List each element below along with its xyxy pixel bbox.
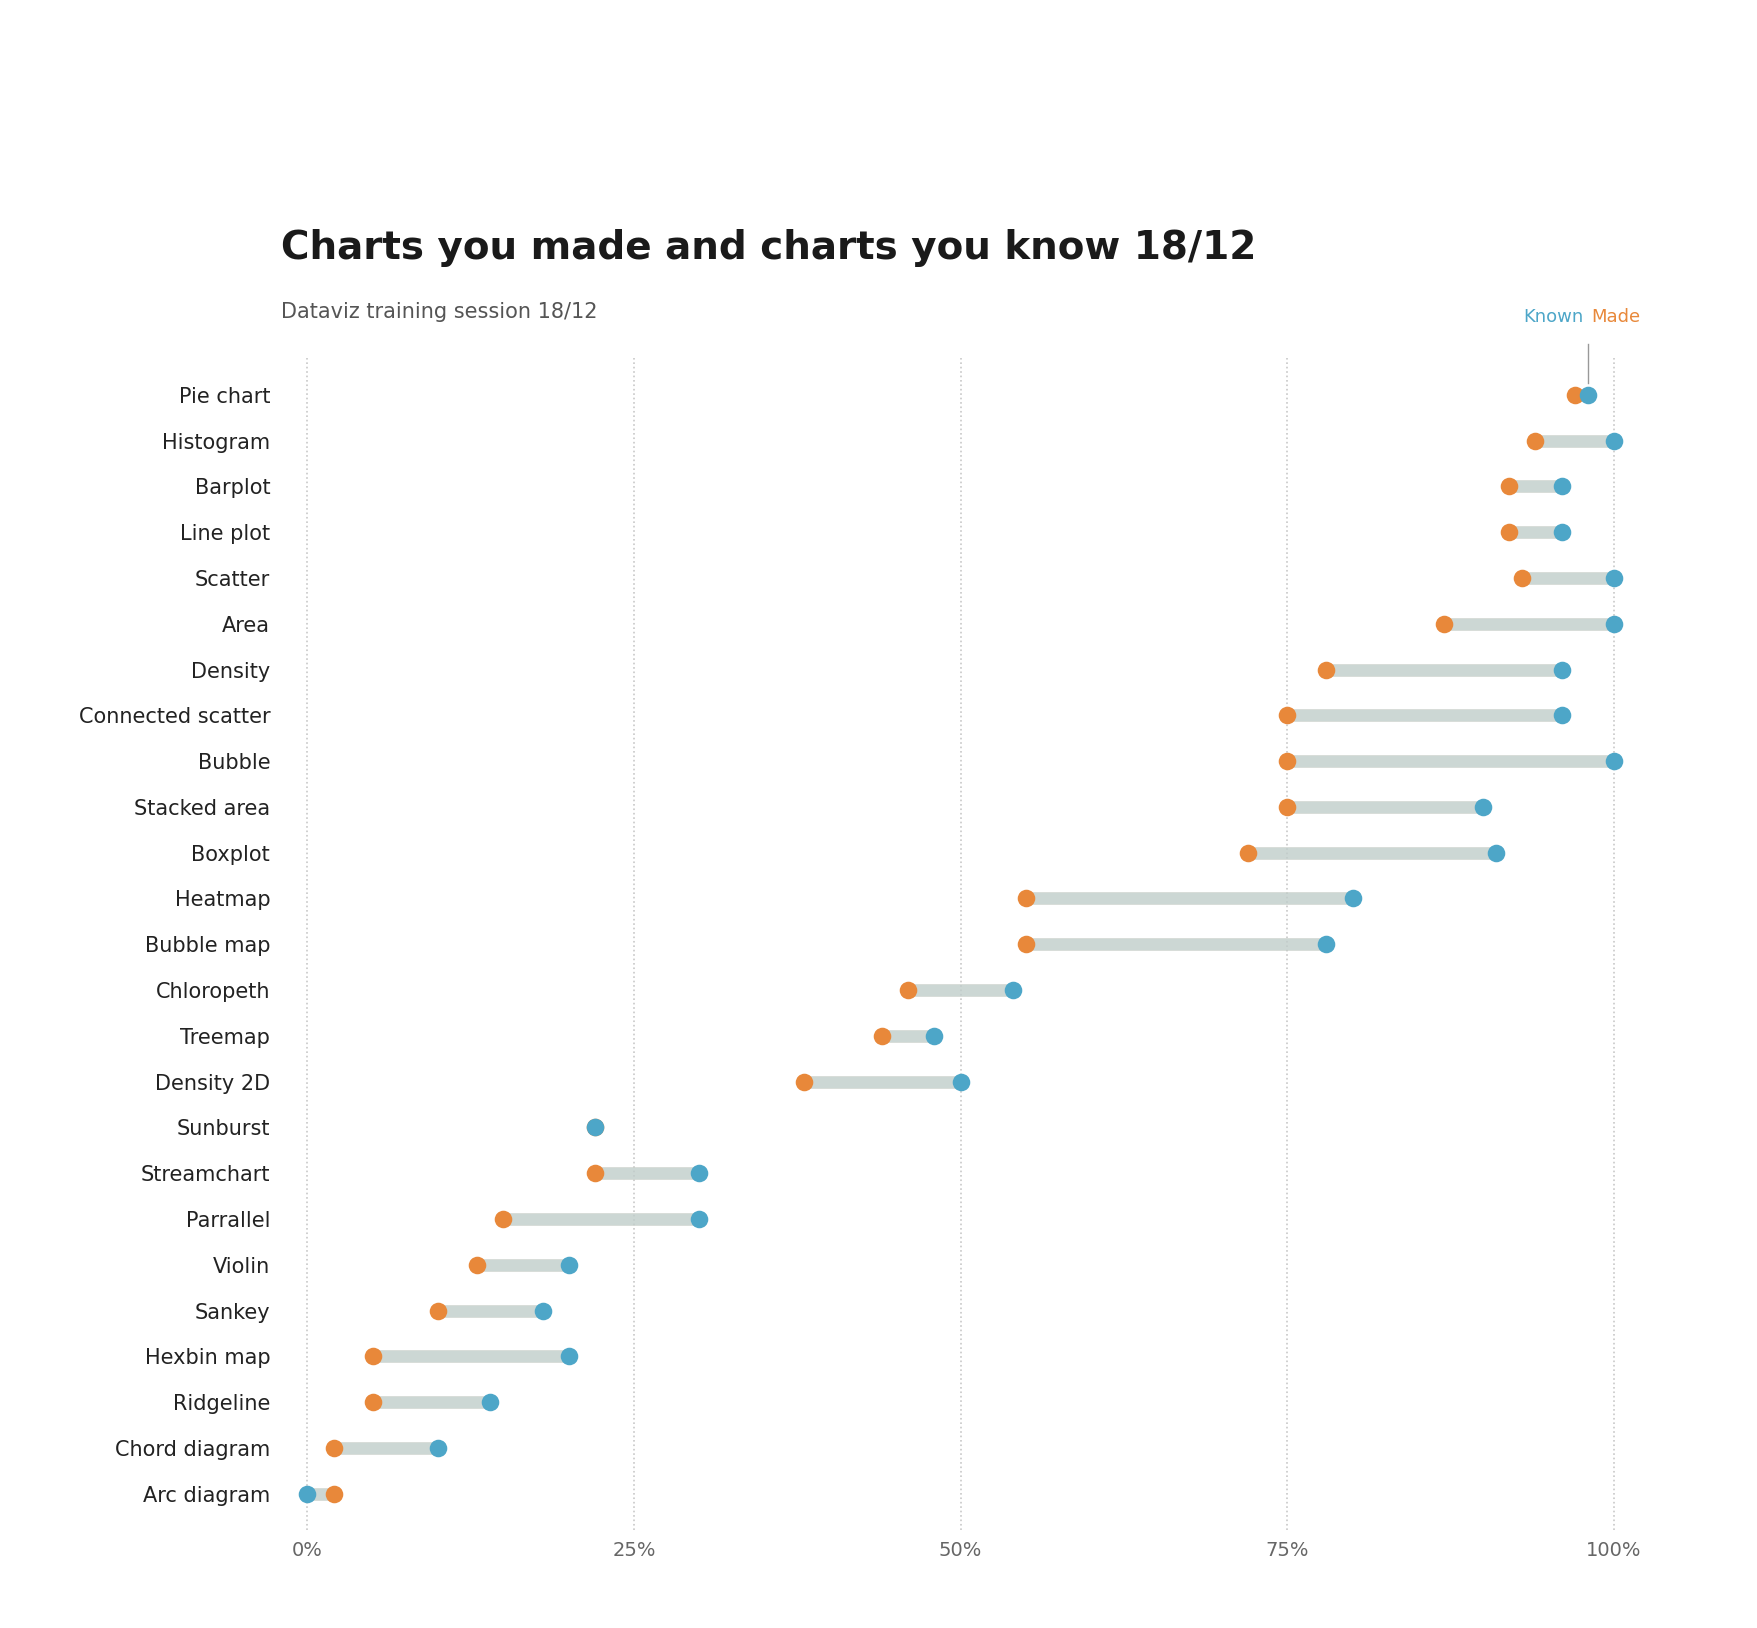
Point [1012, 886, 1040, 912]
Point [358, 1389, 387, 1415]
Point [580, 1114, 608, 1140]
Point [1599, 428, 1627, 454]
Text: Known: Known [1523, 308, 1583, 326]
Point [462, 1252, 490, 1278]
Text: Made: Made [1590, 308, 1639, 326]
Point [320, 1481, 348, 1508]
Point [894, 977, 922, 1003]
Point [921, 1022, 949, 1048]
Point [1272, 794, 1300, 821]
Point [1599, 610, 1627, 637]
Point [1546, 474, 1574, 500]
Point [423, 1434, 452, 1460]
Point [1546, 656, 1574, 682]
Point [1520, 428, 1548, 454]
Point [358, 1343, 387, 1369]
Point [476, 1389, 504, 1415]
Text: Dataviz training session 18/12: Dataviz training session 18/12 [281, 301, 597, 321]
Point [945, 1068, 973, 1094]
Point [1481, 840, 1509, 866]
Point [1272, 702, 1300, 728]
Point [1272, 747, 1300, 773]
Point [529, 1298, 557, 1324]
Point [1311, 656, 1339, 682]
Point [1311, 931, 1339, 957]
Text: Charts you made and charts you know 18/12: Charts you made and charts you know 18/1… [281, 228, 1256, 267]
Point [553, 1343, 582, 1369]
Point [1546, 519, 1574, 545]
Point [1508, 565, 1536, 591]
Point [1495, 474, 1523, 500]
Point [685, 1161, 713, 1187]
Point [1337, 886, 1365, 912]
Point [580, 1161, 608, 1187]
Point [868, 1022, 896, 1048]
Point [1428, 610, 1457, 637]
Point [1560, 381, 1588, 407]
Point [488, 1206, 517, 1232]
Point [998, 977, 1026, 1003]
Point [1012, 931, 1040, 957]
Point [1599, 747, 1627, 773]
Point [1233, 840, 1262, 866]
Point [1573, 381, 1601, 407]
Point [423, 1298, 452, 1324]
Point [1546, 702, 1574, 728]
Point [685, 1206, 713, 1232]
Point [1599, 565, 1627, 591]
Point [580, 1114, 608, 1140]
Point [293, 1481, 322, 1508]
Point [1469, 794, 1497, 821]
Point [320, 1434, 348, 1460]
Point [789, 1068, 817, 1094]
Point [1495, 519, 1523, 545]
Point [553, 1252, 582, 1278]
